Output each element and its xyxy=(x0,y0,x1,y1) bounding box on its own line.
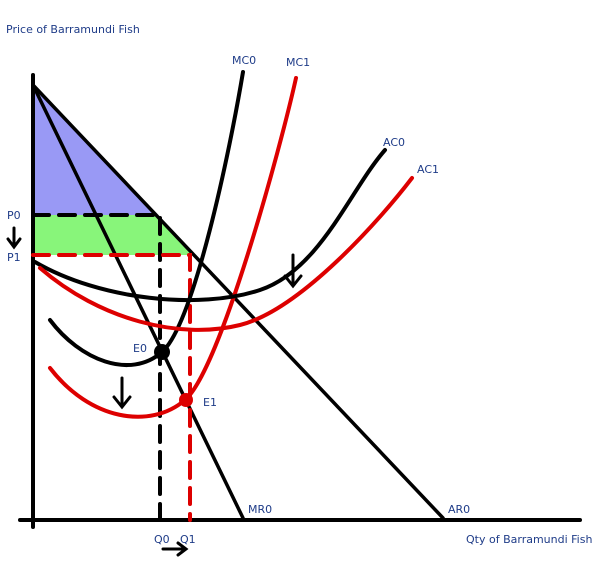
point-label: E0 xyxy=(133,342,147,355)
curve-label: MC1 xyxy=(286,56,310,69)
mc1-curve xyxy=(48,76,298,419)
mr-line xyxy=(31,83,245,520)
e1-dot xyxy=(179,393,193,407)
y-axis-label: Price of Barramundi Fish xyxy=(6,23,140,36)
point-label: E1 xyxy=(203,396,217,409)
price-label: P0 xyxy=(7,209,21,222)
curve-label: AR0 xyxy=(448,503,470,516)
curve-label: MC0 xyxy=(232,54,256,67)
green-area xyxy=(33,215,193,255)
x-axis-label: Qty of Barramundi Fish xyxy=(466,533,593,546)
arrow-down xyxy=(112,376,132,410)
arrow-down xyxy=(6,226,22,250)
quantity-label: Q0 xyxy=(154,533,170,546)
p0-q0-dash xyxy=(31,213,162,522)
arrow-down xyxy=(283,253,303,289)
ac1-curve xyxy=(38,176,414,332)
curve-label: MR0 xyxy=(248,503,272,516)
price-label: P1 xyxy=(7,251,21,264)
mc0-curve xyxy=(48,70,245,368)
ar-line xyxy=(31,83,445,520)
curve-label: AC0 xyxy=(383,136,405,149)
lines xyxy=(6,70,582,557)
quantity-label: Q1 xyxy=(180,533,196,546)
arrow-right xyxy=(161,541,189,557)
p1-q1-dash xyxy=(31,253,192,522)
e0-dot xyxy=(154,344,170,360)
ac0-curve xyxy=(33,148,387,303)
curve-label: AC1 xyxy=(417,163,439,176)
